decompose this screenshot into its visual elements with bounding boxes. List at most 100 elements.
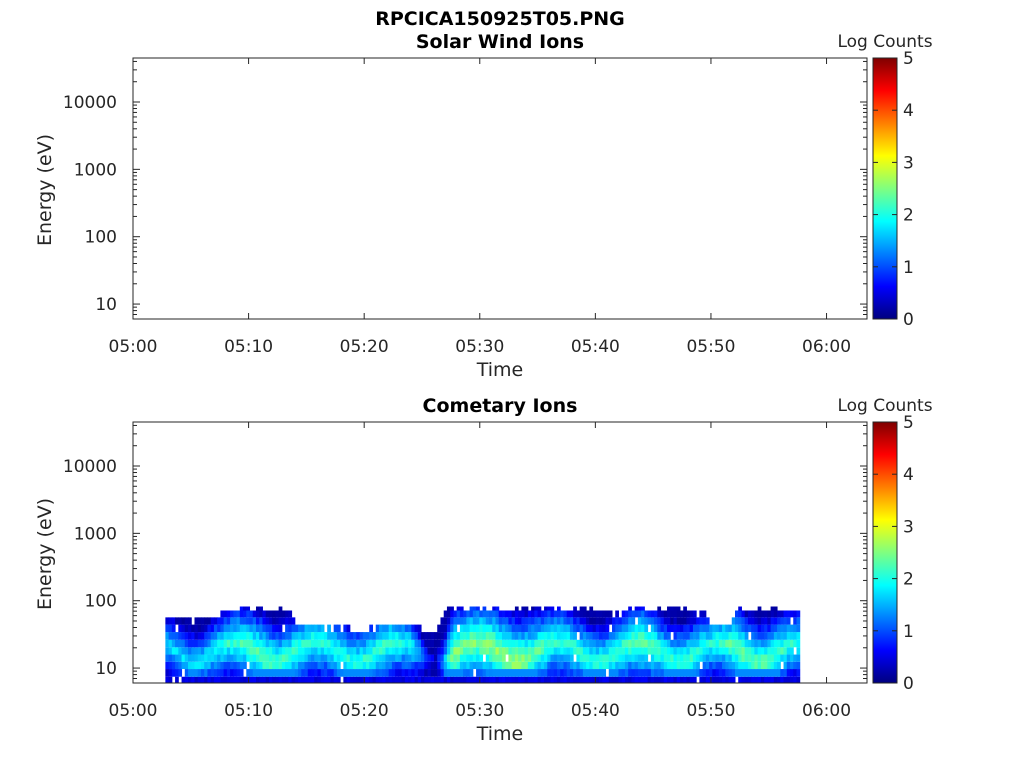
heatmap-cell xyxy=(268,617,273,625)
heatmap-cell xyxy=(194,661,199,670)
heatmap-cell xyxy=(641,606,645,611)
heatmap-cell xyxy=(369,661,374,670)
heatmap-cell xyxy=(408,669,412,677)
heatmap-cell xyxy=(307,676,312,683)
heatmap-cell xyxy=(621,647,626,655)
heatmap-cell xyxy=(168,647,173,655)
heatmap-cell xyxy=(469,669,474,677)
heatmap-cell xyxy=(767,639,772,648)
heatmap-cell xyxy=(702,647,707,655)
heatmap-cell xyxy=(615,639,619,648)
heatmap-cell xyxy=(456,676,461,683)
heatmap-cell xyxy=(165,661,170,670)
heatmap-cell xyxy=(524,669,529,677)
heatmap-cell xyxy=(534,606,539,611)
heatmap-cell xyxy=(780,632,785,640)
heatmap-cell xyxy=(608,639,613,648)
heatmap-cell xyxy=(175,669,179,677)
heatmap-cell xyxy=(430,669,435,677)
heatmap-cell xyxy=(408,632,412,640)
heatmap-cell xyxy=(644,624,649,633)
heatmap-cell xyxy=(417,647,422,655)
heatmap-cell xyxy=(175,661,179,670)
heatmap-cell xyxy=(314,654,318,662)
heatmap-cell xyxy=(459,654,464,662)
heatmap-cell xyxy=(773,624,778,633)
heatmap-cell xyxy=(751,654,755,662)
heatmap-cell xyxy=(550,661,555,670)
heatmap-cell xyxy=(641,610,645,618)
heatmap-cell xyxy=(599,669,603,677)
heatmap-cell xyxy=(417,624,422,633)
heatmap-cell xyxy=(705,639,710,648)
heatmap-cell xyxy=(414,654,419,662)
heatmap-cell xyxy=(735,639,739,648)
heatmap-cell xyxy=(683,632,687,640)
heatmap-cell xyxy=(592,610,597,618)
heatmap-cell xyxy=(498,632,503,640)
heatmap-cell xyxy=(741,647,746,655)
heatmap-cell xyxy=(171,624,176,633)
y-tick-label: 1000 xyxy=(74,524,117,544)
heatmap-cell xyxy=(699,617,704,625)
heatmap-cell xyxy=(650,624,655,633)
heatmap-cell xyxy=(712,624,717,633)
heatmap-cell xyxy=(210,647,215,655)
heatmap-cell xyxy=(676,639,681,648)
heatmap-cell xyxy=(624,654,629,662)
heatmap-cell xyxy=(699,669,704,677)
heatmap-cell xyxy=(178,654,183,662)
heatmap-cell xyxy=(521,639,526,648)
heatmap-cell xyxy=(411,647,416,655)
heatmap-cell xyxy=(346,647,351,655)
heatmap-cell xyxy=(336,676,341,683)
heatmap-cell xyxy=(553,624,558,633)
heatmap-cell xyxy=(764,610,768,618)
heatmap-cell xyxy=(777,624,781,633)
heatmap-cell xyxy=(744,669,749,677)
colorbar-label: Log Counts xyxy=(837,396,932,416)
heatmap-cell xyxy=(285,632,289,640)
heatmap-cell xyxy=(631,617,636,625)
heatmap-cell xyxy=(239,661,244,670)
heatmap-cell xyxy=(786,661,791,670)
heatmap-cell xyxy=(378,647,383,655)
heatmap-cell xyxy=(722,647,726,655)
heatmap-cell xyxy=(466,624,471,633)
heatmap-cell xyxy=(434,639,438,648)
heatmap-cell xyxy=(320,639,325,648)
heatmap-cell xyxy=(220,661,225,670)
heatmap-cell xyxy=(531,661,535,670)
heatmap-cell xyxy=(476,654,480,662)
heatmap-cell xyxy=(511,610,516,618)
heatmap-cell xyxy=(255,669,260,677)
heatmap-cell xyxy=(359,676,364,683)
heatmap-cell xyxy=(226,661,231,670)
heatmap-cell xyxy=(314,676,318,683)
heatmap-cell xyxy=(514,639,519,648)
heatmap-cell xyxy=(301,654,306,662)
heatmap-cell xyxy=(760,624,765,633)
heatmap-cell xyxy=(537,632,542,640)
heatmap-cell xyxy=(469,647,474,655)
heatmap-cell xyxy=(628,610,632,618)
heatmap-cell xyxy=(560,661,564,670)
heatmap-cell xyxy=(411,654,416,662)
heatmap-cell xyxy=(210,669,215,677)
heatmap-cell xyxy=(631,676,636,683)
heatmap-cell xyxy=(366,661,370,670)
heatmap-cell xyxy=(531,639,535,648)
heatmap-cell xyxy=(602,676,607,683)
heatmap-cell xyxy=(346,676,351,683)
heatmap-cell xyxy=(735,669,739,677)
heatmap-cell xyxy=(573,647,577,655)
heatmap-cell xyxy=(556,676,561,683)
heatmap-cell xyxy=(628,654,632,662)
heatmap-cell xyxy=(673,610,678,618)
heatmap-cell xyxy=(207,676,212,683)
heatmap-cell xyxy=(757,661,762,670)
heatmap-cell xyxy=(553,676,558,683)
heatmap-cell xyxy=(453,654,458,662)
heatmap-cell xyxy=(333,632,338,640)
heatmap-cell xyxy=(556,606,561,611)
